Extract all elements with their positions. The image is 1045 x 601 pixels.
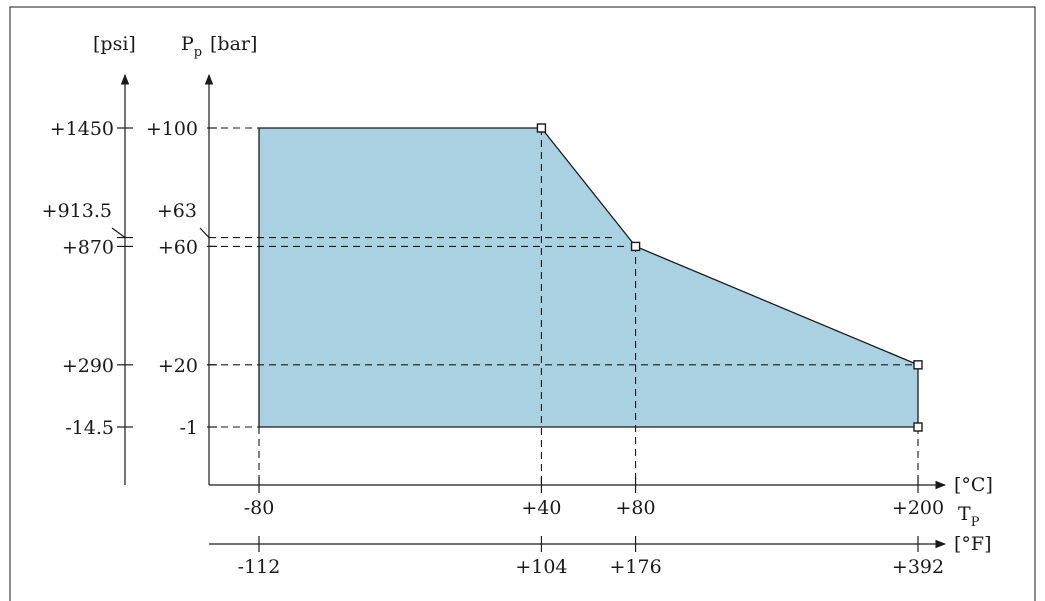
y-axis-unit-bar: [bar] [210, 33, 257, 55]
data-point-marker [913, 422, 923, 432]
psi-tick-label: +1450 [50, 118, 114, 140]
psi-tick-label-extra: +913.5 [42, 200, 112, 222]
psi-tick-label: +290 [62, 355, 114, 377]
bar-tick-label: -1 [179, 417, 198, 439]
bar-tick-label-extra: +63 [157, 200, 197, 222]
psi-tick-label: -14.5 [65, 417, 114, 439]
figure-frame [9, 6, 1036, 601]
celsius-tick-label: -80 [244, 497, 275, 519]
bar-tick-label: +100 [146, 118, 198, 140]
fahrenheit-tick-label: +176 [609, 556, 661, 578]
x-axis-symbol: TP [958, 503, 980, 530]
bar-tick-label: +20 [158, 355, 198, 377]
data-point-marker [913, 360, 923, 370]
operating-region-area [258, 127, 919, 428]
fahrenheit-tick-label: -112 [238, 556, 281, 578]
axis-ticks [111, 127, 919, 552]
data-point-markers [536, 123, 923, 432]
fahrenheit-tick-label: +104 [515, 556, 567, 578]
celsius-tick-label: +200 [892, 497, 944, 519]
extra-tick-leader-psi [111, 227, 126, 239]
celsius-tick-label: +80 [616, 497, 656, 519]
fahrenheit-tick-label: +392 [892, 556, 944, 578]
y-axis-unit-psi: [psi] [93, 33, 136, 55]
dashed-guide-lines [209, 127, 919, 485]
x-axis-unit-celsius: [°C] [954, 474, 993, 496]
data-point-marker [630, 241, 641, 252]
psi-tick-label: +870 [62, 236, 114, 258]
celsius-tick-label: +40 [521, 497, 561, 519]
y-axis-symbol: Pp [181, 33, 202, 60]
axis-tick-labels: +100 +1450 +60 +870 +20 +290 -1 -14.5 +63 +913.5 -… [42, 118, 944, 578]
bar-tick-label: +60 [158, 236, 198, 258]
x-axis-unit-fahrenheit: [°F] [954, 533, 992, 555]
data-point-marker [536, 123, 547, 133]
extra-tick-leader [199, 227, 210, 238]
